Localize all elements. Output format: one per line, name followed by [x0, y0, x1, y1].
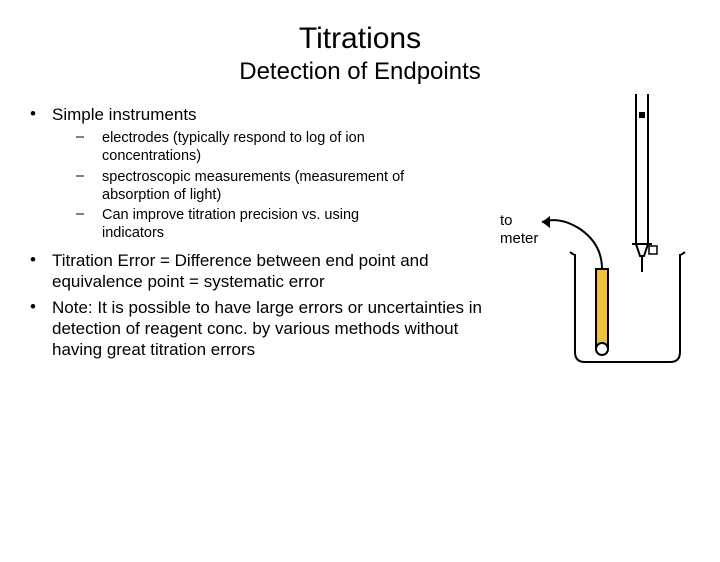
sublist: – electrodes (typically respond to log o…: [30, 129, 490, 242]
bullet-text: Titration Error = Difference between end…: [52, 250, 490, 293]
subbullet-text: Can improve titration precision vs. usin…: [102, 206, 412, 242]
titration-diagram-icon: [520, 94, 710, 384]
bullet-text: Simple instruments: [52, 104, 490, 125]
text-column: • Simple instruments – electrodes (typic…: [30, 104, 490, 364]
bullet-dash: –: [76, 168, 102, 204]
bullet-level2: – spectroscopic measurements (measuremen…: [76, 168, 490, 204]
bullet-dot: •: [30, 297, 52, 361]
subbullet-text: spectroscopic measurements (measurement …: [102, 168, 412, 204]
content-row: • Simple instruments – electrodes (typic…: [0, 104, 720, 364]
bullet-level1: • Titration Error = Difference between e…: [30, 250, 490, 293]
bullet-dash: –: [76, 206, 102, 242]
bullet-level1: • Note: It is possible to have large err…: [30, 297, 490, 361]
diagram-column: to meter: [490, 104, 720, 364]
bullet-level1: • Simple instruments: [30, 104, 490, 125]
bullet-level2: – Can improve titration precision vs. us…: [76, 206, 490, 242]
bullet-level2: – electrodes (typically respond to log o…: [76, 129, 490, 165]
page-title: Titrations: [0, 22, 720, 56]
bullet-dash: –: [76, 129, 102, 165]
bullet-dot: •: [30, 250, 52, 293]
bullet-dot: •: [30, 104, 52, 125]
bullet-text: Note: It is possible to have large error…: [52, 297, 490, 361]
subbullet-text: electrodes (typically respond to log of …: [102, 129, 412, 165]
page-subtitle: Detection of Endpoints: [0, 58, 720, 86]
